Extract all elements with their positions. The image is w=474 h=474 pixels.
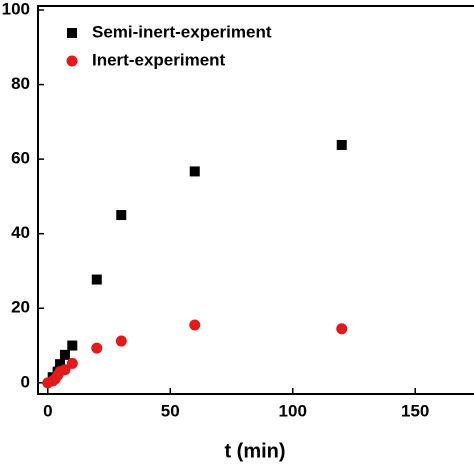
data-point — [55, 359, 66, 370]
axis-frame — [37, 5, 474, 395]
data-point — [336, 323, 348, 335]
data-point — [189, 319, 201, 331]
y-tick-label: 60 — [11, 149, 30, 168]
x-tick-label: 100 — [279, 401, 307, 420]
y-tick-label: 80 — [11, 74, 30, 93]
data-point — [59, 364, 71, 376]
data-point — [115, 335, 127, 347]
legend-marker — [66, 55, 78, 67]
y-tick-label: 20 — [11, 298, 30, 317]
x-axis-title: t (min) — [224, 440, 285, 462]
data-point — [59, 349, 70, 360]
x-tick-label: 150 — [401, 401, 429, 420]
data-point — [91, 342, 103, 354]
data-point — [336, 139, 347, 150]
data-point — [116, 210, 127, 221]
y-tick-label: 0 — [21, 372, 30, 391]
y-tick-label: 40 — [11, 223, 30, 242]
legend-marker — [67, 28, 77, 38]
data-point — [189, 166, 200, 177]
x-tick-label: 0 — [43, 401, 52, 420]
y-tick-label: 100 — [2, 0, 30, 18]
legend-label: Inert-experiment — [92, 50, 226, 69]
data-point — [91, 274, 102, 285]
data-point — [67, 340, 78, 351]
x-tick-label: 50 — [161, 401, 180, 420]
data-point — [66, 357, 78, 369]
legend-label: Semi-inert-experiment — [92, 22, 272, 41]
